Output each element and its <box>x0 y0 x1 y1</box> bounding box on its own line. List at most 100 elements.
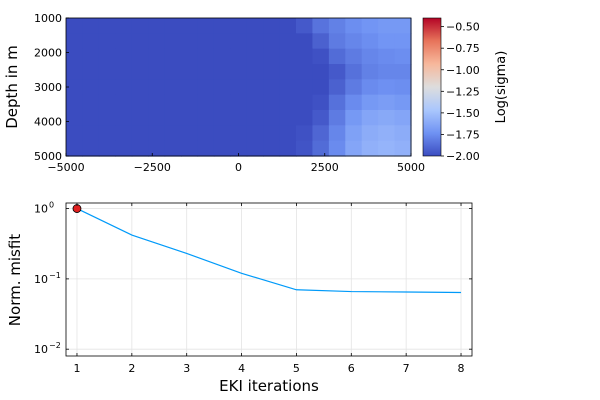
heatmap-cell <box>98 140 116 157</box>
misfit-y-tick-label: 10 <box>34 343 48 356</box>
misfit-x-tick-label: 1 <box>73 362 80 375</box>
heatmap-cell <box>131 48 149 65</box>
heatmap-cell <box>197 110 215 126</box>
heatmap-cell <box>246 125 264 142</box>
heatmap-cell <box>230 64 248 80</box>
heatmap-cell <box>82 94 100 111</box>
misfit-x-tick-label: 3 <box>183 362 190 375</box>
heatmap-cell <box>115 48 133 65</box>
heatmap-cell <box>296 94 314 111</box>
colorbar-tick-label: −0.75 <box>446 42 480 55</box>
heatmap-cell <box>296 64 314 80</box>
heatmap-cell <box>328 48 346 65</box>
heatmap-cell <box>328 79 346 96</box>
misfit-y-tick-label: 10 <box>34 273 48 286</box>
heatmap-cell <box>328 18 346 34</box>
heatmap-cell <box>82 140 100 157</box>
heatmap-cell <box>263 79 281 96</box>
heatmap-cell <box>82 79 100 96</box>
heatmap-cell <box>213 94 231 111</box>
heatmap-cell <box>230 18 248 34</box>
heatmap-cell <box>279 18 297 34</box>
heatmap-cell <box>345 110 363 126</box>
heatmap-cell <box>98 64 116 80</box>
colorbar-gradient <box>422 17 442 157</box>
heatmap-cell <box>148 33 166 50</box>
heatmap-cell <box>361 79 379 96</box>
heatmap-cell <box>394 18 412 34</box>
heatmap-cell <box>197 140 215 157</box>
heatmap-cell <box>263 64 281 80</box>
heatmap-cell <box>164 110 182 126</box>
heatmap-cell <box>279 33 297 50</box>
heatmap-cell <box>164 48 182 65</box>
heatmap-cell <box>345 48 363 65</box>
heatmap-cell <box>246 110 264 126</box>
heatmap-cell <box>213 125 231 142</box>
misfit-x-tick-label: 7 <box>403 362 410 375</box>
heatmap-cell <box>394 94 412 111</box>
heatmap-y-tick-label: 3000 <box>34 81 62 94</box>
heatmap-cell <box>312 33 330 50</box>
heatmap-cell <box>115 79 133 96</box>
heatmap-cell <box>213 79 231 96</box>
heatmap-cell <box>394 33 412 50</box>
misfit-x-ticks: 1 2 3 4 5 6 7 8 <box>73 203 465 375</box>
heatmap-cell <box>197 33 215 50</box>
heatmap-cell <box>164 125 182 142</box>
heatmap-cell <box>378 48 396 65</box>
heatmap-cell <box>378 125 396 142</box>
heatmap-cell <box>230 140 248 157</box>
heatmap-cell <box>394 140 412 157</box>
heatmap-cell <box>181 79 199 96</box>
heatmap-cell <box>66 64 84 80</box>
heatmap-cell <box>148 94 166 111</box>
heatmap-cell <box>279 64 297 80</box>
heatmap-cell <box>213 140 231 157</box>
colorbar-tick-label: −1.25 <box>446 85 480 98</box>
heatmap-cell <box>181 125 199 142</box>
misfit-frame <box>65 202 473 357</box>
misfit-x-tick-label: 2 <box>128 362 135 375</box>
heatmap-cell <box>197 125 215 142</box>
misfit-x-tick-label: 8 <box>458 362 465 375</box>
heatmap-cell <box>230 94 248 111</box>
heatmap-x-tick-label: −2500 <box>134 161 171 174</box>
heatmap-cell <box>148 125 166 142</box>
heatmap-cell <box>328 110 346 126</box>
misfit-grid <box>66 203 472 356</box>
misfit-y-tick-exponent: −1 <box>49 271 61 280</box>
heatmap-cell <box>246 18 264 34</box>
misfit-x-tick-label: 4 <box>238 362 245 375</box>
heatmap-cell <box>230 48 248 65</box>
misfit-x-tick-label: 5 <box>293 362 300 375</box>
heatmap-cell <box>230 110 248 126</box>
heatmap-cell <box>296 140 314 157</box>
heatmap-cell <box>213 110 231 126</box>
heatmap-cell <box>230 33 248 50</box>
heatmap-cell <box>66 48 84 65</box>
heatmap-cell <box>394 79 412 96</box>
heatmap-y-ticks: 1000 2000 3000 4000 5000 <box>34 12 69 163</box>
misfit-series-line <box>76 208 462 294</box>
heatmap-cell <box>345 140 363 157</box>
heatmap-cell <box>279 140 297 157</box>
heatmap-cell <box>279 125 297 142</box>
heatmap-y-tick-label: 2000 <box>34 47 62 60</box>
heatmap-cell <box>263 18 281 34</box>
heatmap-cell <box>164 18 182 34</box>
heatmap-cell <box>263 48 281 65</box>
heatmap-cell <box>148 140 166 157</box>
heatmap-cell <box>279 110 297 126</box>
heatmap-cell <box>312 125 330 142</box>
heatmap-cell <box>66 33 84 50</box>
heatmap-cell <box>82 33 100 50</box>
heatmap-cell <box>263 33 281 50</box>
heatmap-cell <box>296 18 314 34</box>
heatmap-cell <box>345 79 363 96</box>
heatmap-cell <box>197 18 215 34</box>
heatmap-cells <box>66 18 412 157</box>
heatmap-cell <box>378 18 396 34</box>
misfit-y-axis-label: Norm. misfit <box>6 234 24 326</box>
